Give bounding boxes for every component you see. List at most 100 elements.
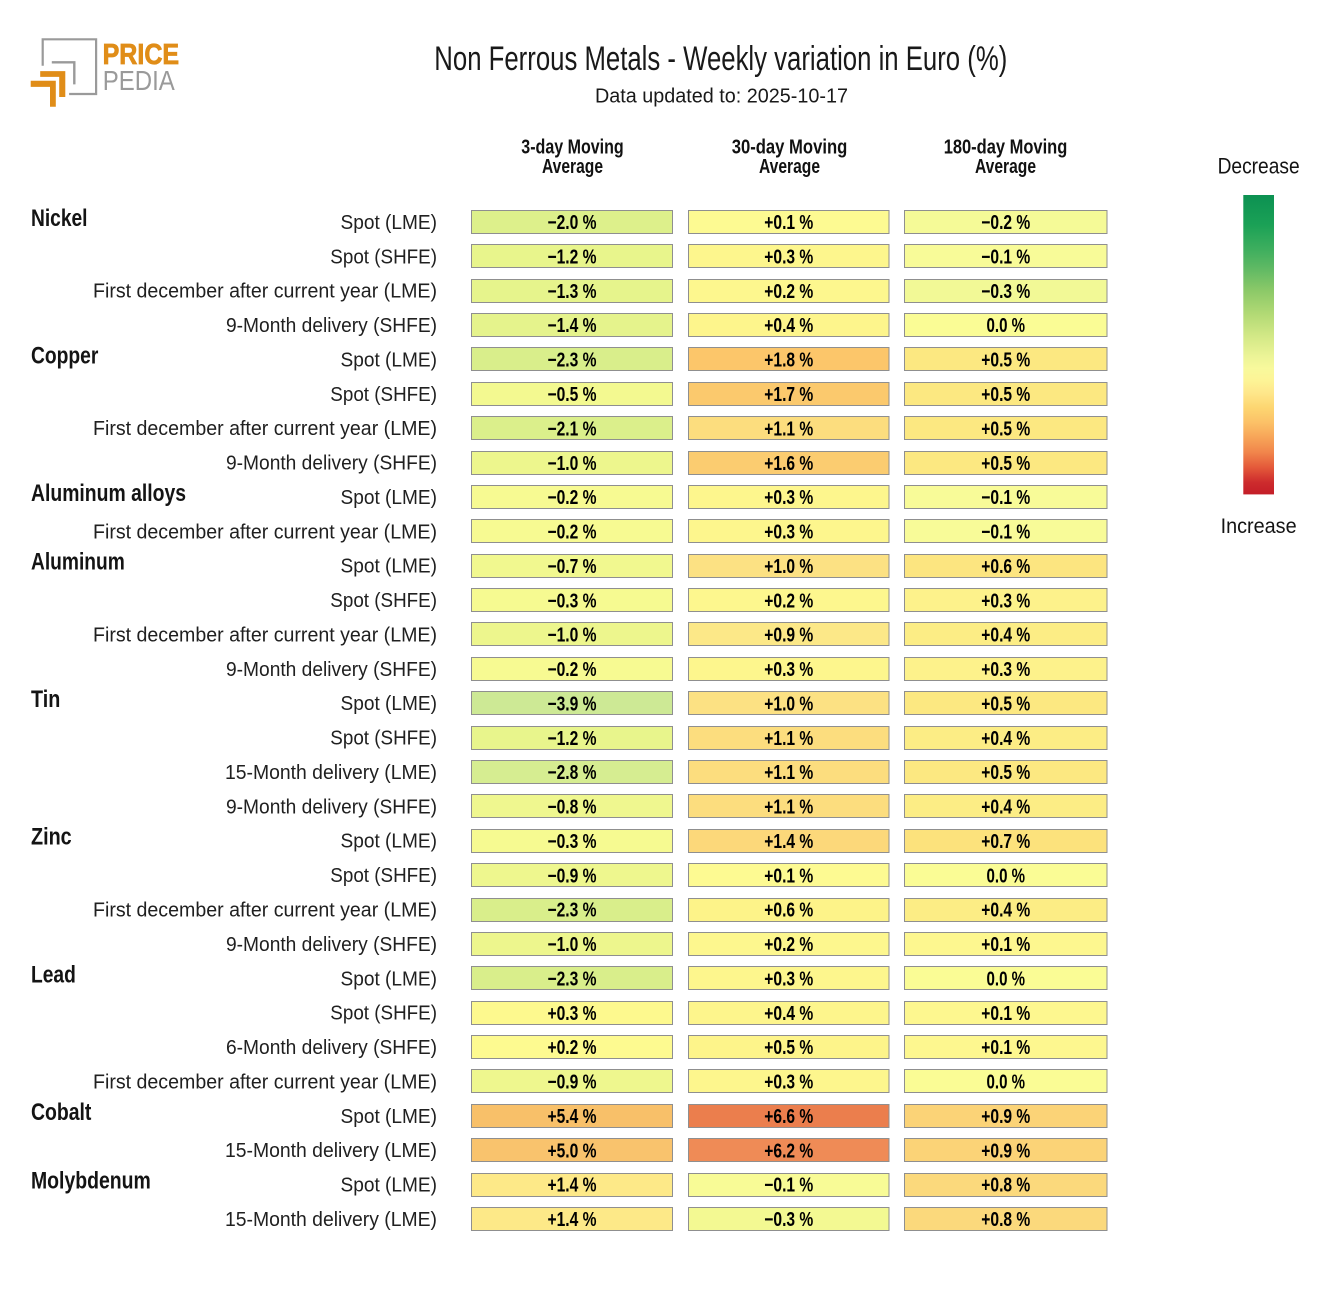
- svg-text:6-Month delivery (SHFE): 6-Month delivery (SHFE): [226, 1037, 437, 1059]
- svg-text:−1.2 %: −1.2 %: [548, 247, 597, 269]
- svg-text:0.0 %: 0.0 %: [987, 969, 1026, 991]
- svg-text:+1.4 %: +1.4 %: [764, 831, 813, 853]
- svg-text:+0.4 %: +0.4 %: [981, 797, 1030, 819]
- svg-text:3-day Moving: 3-day Moving: [521, 137, 623, 159]
- svg-text:180-day Moving: 180-day Moving: [944, 137, 1068, 159]
- svg-text:−2.3 %: −2.3 %: [548, 900, 597, 922]
- svg-text:+0.4 %: +0.4 %: [981, 728, 1030, 750]
- svg-text:Spot (LME): Spot (LME): [341, 1175, 438, 1197]
- svg-text:+0.3 %: +0.3 %: [764, 969, 813, 991]
- svg-text:Spot (SHFE): Spot (SHFE): [330, 590, 437, 612]
- svg-text:First december after current y: First december after current year (LME): [93, 418, 437, 440]
- svg-text:+1.4 %: +1.4 %: [548, 1209, 597, 1231]
- svg-text:Spot (SHFE): Spot (SHFE): [330, 246, 437, 268]
- svg-text:0.0 %: 0.0 %: [987, 315, 1026, 337]
- svg-text:−0.9 %: −0.9 %: [548, 865, 597, 887]
- svg-text:−1.2 %: −1.2 %: [548, 728, 597, 750]
- svg-text:First december after current y: First december after current year (LME): [93, 521, 437, 543]
- svg-text:+0.3 %: +0.3 %: [981, 590, 1030, 612]
- svg-text:−0.3 %: −0.3 %: [764, 1209, 813, 1231]
- svg-text:+0.5 %: +0.5 %: [981, 453, 1030, 475]
- svg-text:Molybdenum: Molybdenum: [31, 1168, 151, 1195]
- svg-text:+1.0 %: +1.0 %: [764, 556, 813, 578]
- svg-text:+0.7 %: +0.7 %: [981, 831, 1030, 853]
- svg-text:9-Month delivery (SHFE): 9-Month delivery (SHFE): [226, 453, 437, 475]
- svg-text:−2.3 %: −2.3 %: [548, 969, 597, 991]
- svg-text:+6.2 %: +6.2 %: [764, 1140, 813, 1162]
- svg-text:−0.3 %: −0.3 %: [548, 590, 597, 612]
- svg-text:−0.2 %: −0.2 %: [548, 487, 597, 509]
- svg-text:Spot (SHFE): Spot (SHFE): [330, 865, 437, 887]
- svg-text:+0.9 %: +0.9 %: [981, 1106, 1030, 1128]
- svg-text:+0.5 %: +0.5 %: [981, 350, 1030, 372]
- svg-text:−0.2 %: −0.2 %: [548, 522, 597, 544]
- svg-text:−1.0 %: −1.0 %: [548, 934, 597, 956]
- svg-text:−0.3 %: −0.3 %: [981, 281, 1030, 303]
- svg-text:+0.2 %: +0.2 %: [764, 590, 813, 612]
- svg-text:Aluminum alloys: Aluminum alloys: [31, 480, 186, 507]
- svg-text:+0.3 %: +0.3 %: [764, 522, 813, 544]
- svg-text:−2.8 %: −2.8 %: [548, 762, 597, 784]
- svg-text:First december after current y: First december after current year (LME): [93, 900, 437, 922]
- svg-text:−0.1 %: −0.1 %: [981, 247, 1030, 269]
- svg-text:−3.9 %: −3.9 %: [548, 693, 597, 715]
- svg-text:+0.8 %: +0.8 %: [981, 1209, 1030, 1231]
- svg-text:Spot (LME): Spot (LME): [341, 968, 438, 990]
- svg-text:PRICE: PRICE: [103, 39, 180, 71]
- svg-text:+0.3 %: +0.3 %: [764, 487, 813, 509]
- svg-text:+1.7 %: +1.7 %: [764, 384, 813, 406]
- svg-text:15-Month delivery (LME): 15-Month delivery (LME): [225, 1209, 437, 1231]
- svg-text:+0.1 %: +0.1 %: [764, 865, 813, 887]
- svg-text:+0.1 %: +0.1 %: [981, 1003, 1030, 1025]
- svg-text:Copper: Copper: [31, 342, 98, 369]
- svg-text:Spot (SHFE): Spot (SHFE): [330, 384, 437, 406]
- svg-text:−0.1 %: −0.1 %: [764, 1175, 813, 1197]
- svg-text:+0.5 %: +0.5 %: [764, 1037, 813, 1059]
- svg-text:Zinc: Zinc: [31, 824, 72, 851]
- svg-text:−0.8 %: −0.8 %: [548, 797, 597, 819]
- svg-text:Data updated to: 2025-10-17: Data updated to: 2025-10-17: [595, 86, 848, 108]
- svg-text:Tin: Tin: [31, 686, 60, 713]
- svg-text:−1.3 %: −1.3 %: [548, 281, 597, 303]
- svg-text:+6.6 %: +6.6 %: [764, 1106, 813, 1128]
- svg-text:−0.3 %: −0.3 %: [548, 831, 597, 853]
- svg-text:+0.5 %: +0.5 %: [981, 418, 1030, 440]
- svg-text:−2.1 %: −2.1 %: [548, 418, 597, 440]
- svg-text:+0.2 %: +0.2 %: [548, 1037, 597, 1059]
- svg-text:Average: Average: [975, 156, 1036, 178]
- svg-text:+1.4 %: +1.4 %: [548, 1175, 597, 1197]
- svg-text:+0.9 %: +0.9 %: [981, 1140, 1030, 1162]
- svg-text:−1.0 %: −1.0 %: [548, 625, 597, 647]
- svg-text:+0.5 %: +0.5 %: [981, 384, 1030, 406]
- svg-text:+0.6 %: +0.6 %: [764, 900, 813, 922]
- svg-text:Nickel: Nickel: [31, 205, 88, 232]
- svg-text:15-Month delivery (LME): 15-Month delivery (LME): [225, 762, 437, 784]
- svg-text:+0.4 %: +0.4 %: [981, 900, 1030, 922]
- svg-text:+0.9 %: +0.9 %: [764, 625, 813, 647]
- svg-text:−2.3 %: −2.3 %: [548, 350, 597, 372]
- svg-text:Spot (LME): Spot (LME): [341, 212, 438, 234]
- svg-text:+1.1 %: +1.1 %: [764, 762, 813, 784]
- svg-text:+0.5 %: +0.5 %: [981, 762, 1030, 784]
- svg-text:−0.2 %: −0.2 %: [981, 212, 1030, 234]
- svg-text:+5.0 %: +5.0 %: [548, 1140, 597, 1162]
- svg-text:Aluminum: Aluminum: [31, 549, 125, 576]
- svg-text:−0.7 %: −0.7 %: [548, 556, 597, 578]
- svg-text:Non Ferrous Metals - Weekly va: Non Ferrous Metals - Weekly variation in…: [434, 40, 1007, 78]
- svg-text:−0.9 %: −0.9 %: [548, 1072, 597, 1094]
- svg-text:+0.1 %: +0.1 %: [764, 212, 813, 234]
- svg-text:+0.1 %: +0.1 %: [981, 1037, 1030, 1059]
- svg-text:+1.8 %: +1.8 %: [764, 350, 813, 372]
- svg-text:+1.6 %: +1.6 %: [764, 453, 813, 475]
- svg-text:+0.4 %: +0.4 %: [981, 625, 1030, 647]
- svg-text:+0.3 %: +0.3 %: [764, 247, 813, 269]
- svg-text:9-Month delivery (SHFE): 9-Month delivery (SHFE): [226, 796, 437, 818]
- svg-text:+1.1 %: +1.1 %: [764, 797, 813, 819]
- svg-text:First december after current y: First december after current year (LME): [93, 625, 437, 647]
- svg-text:−0.1 %: −0.1 %: [981, 522, 1030, 544]
- svg-text:+0.8 %: +0.8 %: [981, 1175, 1030, 1197]
- svg-text:Average: Average: [542, 156, 603, 178]
- svg-text:9-Month delivery (SHFE): 9-Month delivery (SHFE): [226, 934, 437, 956]
- svg-text:+5.4 %: +5.4 %: [548, 1106, 597, 1128]
- svg-text:Spot (LME): Spot (LME): [341, 487, 438, 509]
